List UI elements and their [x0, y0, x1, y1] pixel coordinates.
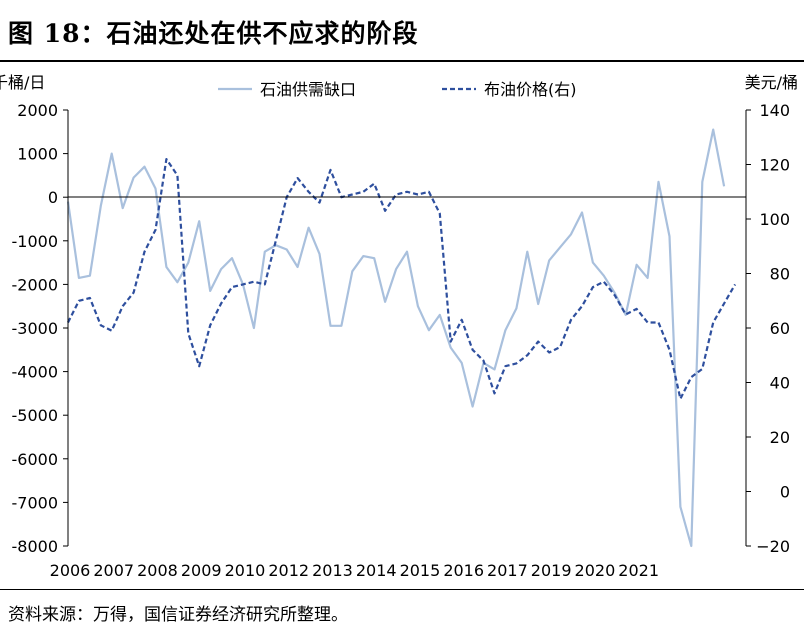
- x-tick-label: 2009: [181, 561, 222, 580]
- left-tick-label: -1000: [12, 232, 59, 251]
- x-tick-label: 2020: [575, 561, 616, 580]
- figure-title: 图 18：石油还处在供不应求的阶段: [8, 19, 419, 48]
- x-tick-label: 2015: [400, 561, 441, 580]
- right-axis-unit: 美元/桶: [745, 73, 798, 92]
- right-tick-label: 80: [770, 265, 790, 284]
- legend-label: 布油价格(右): [484, 80, 577, 99]
- left-tick-label: -7000: [12, 493, 59, 512]
- x-tick-label: 2012: [268, 561, 309, 580]
- right-tick-label: 40: [770, 374, 790, 393]
- x-tick-label: 2013: [312, 561, 353, 580]
- x-axis-ticks: 2006 2007 2008 2009 2010 2012 2013 2014 2015 2016…: [50, 561, 659, 580]
- left-axis-ticks: 2000 1000 0 -1000 -2000 -3000 -4000 -5000 -6000 -…: [12, 101, 68, 556]
- left-tick-label: -5000: [12, 406, 59, 425]
- legend: 石油供需缺口 布油价格(右): [218, 80, 577, 99]
- left-tick-label: -3000: [12, 319, 59, 338]
- right-axis-ticks: 140 120 100 80 60 40 20 0 −20: [746, 101, 790, 556]
- x-tick-label: 2017: [487, 561, 528, 580]
- dual-axis-line-chart: 200010000-1000-2000-3000-4000-5000-6000-…: [0, 73, 798, 580]
- title-bar: 图 18：石油还处在供不应求的阶段: [0, 0, 804, 62]
- x-tick-label: 2021: [618, 561, 659, 580]
- source-note: 资料来源：万得，国信证券经济研究所整理。: [8, 605, 348, 625]
- x-tick-label: 2016: [443, 561, 484, 580]
- left-tick-label: -4000: [12, 363, 59, 382]
- right-tick-label: −20: [756, 537, 790, 556]
- left-tick-label: -8000: [12, 537, 59, 556]
- x-tick-label: 2008: [137, 561, 178, 580]
- right-tick-label: 120: [759, 156, 790, 175]
- left-tick-label: -6000: [12, 450, 59, 469]
- x-tick-label: 2019: [531, 561, 572, 580]
- right-tick-label: 100: [759, 210, 790, 229]
- x-tick-label: 2010: [225, 561, 266, 580]
- x-tick-label: 2006: [50, 561, 91, 580]
- left-tick-label: 1000: [17, 145, 58, 164]
- brent-price-line: [67, 158, 737, 400]
- right-tick-label: 140: [759, 101, 790, 120]
- right-tick-label: 20: [770, 428, 790, 447]
- series-lines: [66, 128, 737, 548]
- supply-gap-line: [66, 128, 726, 548]
- x-tick-label: 2014: [356, 561, 397, 580]
- left-axis-unit: 千桶/日: [0, 73, 45, 92]
- title-rule: [0, 60, 804, 62]
- left-tick-label: 0: [48, 188, 58, 207]
- x-tick-label: 2007: [93, 561, 134, 580]
- left-tick-label: 2000: [17, 101, 58, 120]
- footer-rule: [0, 589, 804, 590]
- legend-label: 石油供需缺口: [260, 80, 356, 99]
- left-tick-label: -2000: [12, 275, 59, 294]
- right-tick-label: 60: [770, 319, 790, 338]
- right-tick-label: 0: [780, 483, 790, 502]
